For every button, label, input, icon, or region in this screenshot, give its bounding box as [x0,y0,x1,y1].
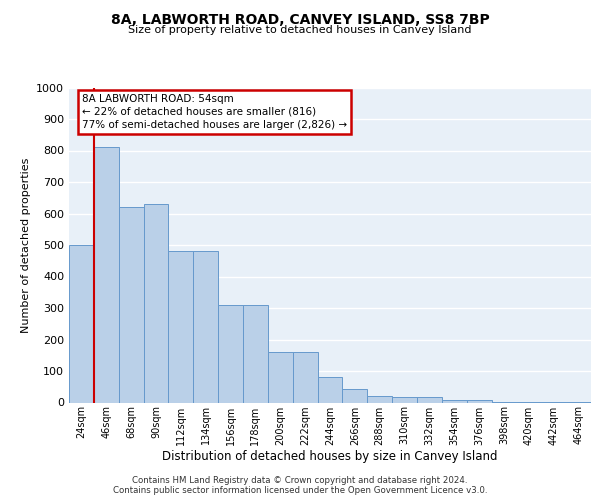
Bar [119,207,143,402]
Bar [293,352,317,403]
Text: Size of property relative to detached houses in Canvey Island: Size of property relative to detached ho… [128,25,472,35]
Text: Contains HM Land Registry data © Crown copyright and database right 2024.
Contai: Contains HM Land Registry data © Crown c… [113,476,487,495]
Bar [367,396,392,402]
Text: 8A, LABWORTH ROAD, CANVEY ISLAND, SS8 7BP: 8A, LABWORTH ROAD, CANVEY ISLAND, SS8 7B… [110,12,490,26]
Bar [317,376,343,402]
Y-axis label: Number of detached properties: Number of detached properties [20,158,31,332]
Bar [193,252,218,402]
Bar [218,305,243,402]
Bar [69,245,94,402]
Bar [94,148,119,402]
Bar [143,204,169,402]
Bar [343,390,367,402]
Bar [268,352,293,403]
Text: 8A LABWORTH ROAD: 54sqm
← 22% of detached houses are smaller (816)
77% of semi-d: 8A LABWORTH ROAD: 54sqm ← 22% of detache… [82,94,347,130]
Bar [417,397,442,402]
Bar [392,397,417,402]
Bar [243,305,268,402]
Bar [169,252,193,402]
Bar [442,400,467,402]
Bar [467,400,491,402]
X-axis label: Distribution of detached houses by size in Canvey Island: Distribution of detached houses by size … [162,450,498,464]
